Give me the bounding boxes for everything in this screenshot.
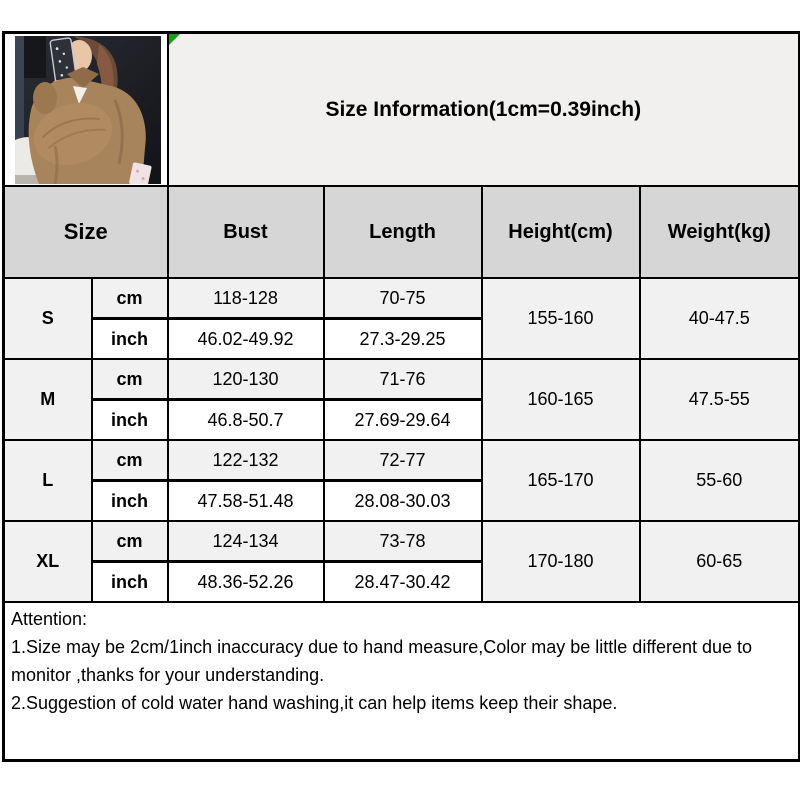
- s-bust-inch: 46.02-49.92: [166, 317, 325, 360]
- table-row: M cm 120-130 71-76 160-165 47.5-55: [2, 358, 800, 441]
- product-photo-cell: [2, 31, 169, 187]
- table-row: inch 46.02-49.92 27.3-29.25: [4, 317, 800, 360]
- page-title: Size Information(1cm=0.39inch): [325, 97, 642, 121]
- s-length-inch: 27.3-29.25: [322, 317, 483, 360]
- header-size: Size: [2, 185, 169, 279]
- header-height: Height(cm): [480, 185, 641, 279]
- table-row: XL cm 124-134 73-78 170-180 60-65: [2, 520, 800, 603]
- unit-label-cm: cm: [90, 277, 169, 320]
- table-row: inch 47.58-51.48 28.08-30.03: [4, 479, 800, 522]
- size-table: Size Information(1cm=0.39inch) Size Bust…: [2, 31, 800, 762]
- cell-corner-marker-icon: [169, 34, 180, 45]
- xl-length-inch: 28.47-30.42: [322, 560, 483, 603]
- table-row: S cm 118-128 70-75 155-160 40-47.5: [2, 277, 800, 360]
- m-weight: 47.5-55: [638, 358, 800, 441]
- header-bust: Bust: [166, 185, 325, 279]
- unit-label-cm: cm: [90, 358, 169, 401]
- product-photo: [15, 36, 161, 184]
- size-label-s: S: [2, 277, 93, 360]
- header-weight: Weight(kg): [638, 185, 800, 279]
- m-length-inch: 27.69-29.64: [322, 398, 483, 441]
- l-bust-cm: 122-132: [166, 439, 325, 482]
- l-length-inch: 28.08-30.03: [322, 479, 483, 522]
- xl-bust-cm: 124-134: [166, 520, 325, 563]
- s-weight: 40-47.5: [638, 277, 800, 360]
- title-cell: Size Information(1cm=0.39inch): [166, 31, 800, 187]
- xl-height: 170-180: [480, 520, 641, 603]
- size-label-l: L: [2, 439, 93, 522]
- l-bust-inch: 47.58-51.48: [166, 479, 325, 522]
- s-height: 155-160: [480, 277, 641, 360]
- xl-weight: 60-65: [638, 520, 800, 603]
- m-length-cm: 71-76: [322, 358, 483, 401]
- l-weight: 55-60: [638, 439, 800, 522]
- unit-label-inch: inch: [90, 317, 169, 360]
- unit-label-inch: inch: [90, 479, 169, 522]
- unit-label-inch: inch: [90, 560, 169, 603]
- header-length: Length: [322, 185, 483, 279]
- m-height: 160-165: [480, 358, 641, 441]
- xl-bust-inch: 48.36-52.26: [166, 560, 325, 603]
- s-bust-cm: 118-128: [166, 277, 325, 320]
- table-row: L cm 122-132 72-77 165-170 55-60: [2, 439, 800, 522]
- xl-length-cm: 73-78: [322, 520, 483, 563]
- unit-label-cm: cm: [90, 439, 169, 482]
- l-length-cm: 72-77: [322, 439, 483, 482]
- table-row: inch 48.36-52.26 28.47-30.42: [4, 560, 800, 603]
- attention-box: Attention: 1.Size may be 2cm/1inch inacc…: [2, 601, 800, 762]
- attention-heading: Attention:: [11, 609, 88, 629]
- m-bust-inch: 46.8-50.7: [166, 398, 325, 441]
- size-label-m: M: [2, 358, 93, 441]
- m-bust-cm: 120-130: [166, 358, 325, 401]
- size-label-xl: XL: [2, 520, 93, 603]
- s-length-cm: 70-75: [322, 277, 483, 320]
- attention-note-1: 1.Size may be 2cm/1inch inaccuracy due t…: [11, 637, 753, 685]
- unit-label-cm: cm: [90, 520, 169, 563]
- attention-note-2: 2.Suggestion of cold water hand washing,…: [11, 693, 618, 713]
- table-row: inch 46.8-50.7 27.69-29.64: [4, 398, 800, 441]
- l-height: 165-170: [480, 439, 641, 522]
- unit-label-inch: inch: [90, 398, 169, 441]
